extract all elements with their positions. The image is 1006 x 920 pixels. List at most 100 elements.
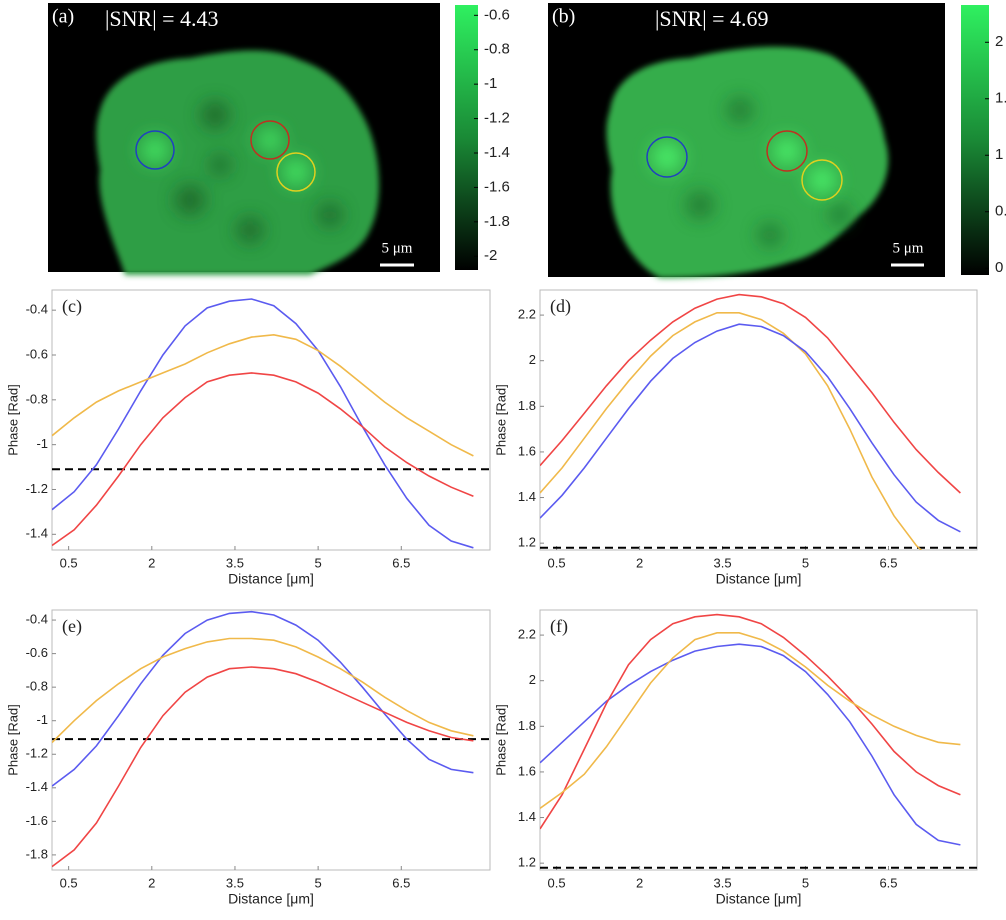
y-tick-label: -1.8 <box>26 846 48 861</box>
y-tick-label: -0.4 <box>26 302 48 317</box>
x-tick-label: 6.5 <box>392 875 410 890</box>
series-line <box>540 312 923 550</box>
x-tick-label: 0.5 <box>548 875 566 890</box>
y-tick-label: 1.6 <box>518 763 536 778</box>
x-tick-label: 2 <box>636 555 643 570</box>
y-tick-label: -1 <box>36 436 48 451</box>
y-tick-label: 2.2 <box>518 627 536 642</box>
y-tick-label: 2.2 <box>518 307 536 322</box>
x-tick-label: 3.5 <box>714 555 732 570</box>
y-axis-label: Phase [Rad] <box>5 384 20 456</box>
x-tick-label: 2 <box>148 555 155 570</box>
x-tick-label: 0.5 <box>60 555 78 570</box>
plot-lines <box>540 613 977 869</box>
x-tick-label: 5 <box>315 875 322 890</box>
x-tick-label: 0.5 <box>60 875 78 890</box>
x-tick-label: 5 <box>802 875 809 890</box>
y-tick-label: 1.4 <box>518 809 536 824</box>
plot-lines <box>52 298 490 549</box>
series-line <box>540 293 961 494</box>
y-tick-label: -1.4 <box>26 779 48 794</box>
x-tick-label: 3.5 <box>226 555 244 570</box>
panel-label: (c) <box>62 296 82 317</box>
series-line <box>540 632 961 810</box>
series-line <box>540 323 961 533</box>
y-tick-label: 1.8 <box>518 398 536 413</box>
x-axis-label: Distance [μm] <box>716 571 802 587</box>
plot-lines <box>52 610 490 868</box>
y-tick-label: 2 <box>529 672 536 687</box>
x-axis-label: Distance [μm] <box>228 571 314 587</box>
colorbar-tick-label: 2 <box>995 33 1003 50</box>
scalebar-label: 5 μm <box>382 240 413 256</box>
snr-title: |SNR| = 4.43 <box>105 6 219 31</box>
plot-lines <box>540 293 977 550</box>
y-tick-label: 1.2 <box>518 535 536 550</box>
colorbar-tick-label: -1.2 <box>484 110 510 127</box>
x-tick-label: 0.5 <box>548 555 566 570</box>
y-tick-label: -0.4 <box>26 612 48 627</box>
colorbar-tick-label: 1.5 <box>995 90 1006 107</box>
colorbar-tick-label: -1.8 <box>484 213 510 230</box>
y-axis-label: Phase [Rad] <box>493 704 508 776</box>
x-tick-label: 3.5 <box>226 875 244 890</box>
y-tick-label: -0.8 <box>26 391 48 406</box>
snr-title: |SNR| = 4.69 <box>655 6 769 31</box>
x-tick-label: 6.5 <box>879 875 897 890</box>
panel-label: (a) <box>52 6 74 28</box>
x-tick-label: 2 <box>148 875 155 890</box>
x-tick-label: 5 <box>315 555 322 570</box>
y-tick-label: 1.8 <box>518 718 536 733</box>
x-tick-label: 5 <box>802 555 809 570</box>
image-b <box>548 3 945 278</box>
series-line <box>52 610 474 787</box>
series-line <box>52 666 474 868</box>
panel-label: (f) <box>550 616 568 637</box>
series-line <box>52 372 474 547</box>
y-tick-label: -1.2 <box>26 481 48 496</box>
y-axis-label: Phase [Rad] <box>5 704 20 776</box>
image-a <box>48 3 440 276</box>
colorbar-tick-label: -2 <box>484 247 497 264</box>
x-tick-label: 2 <box>636 875 643 890</box>
plot-area <box>539 609 978 871</box>
colorbar-tick-label: -1 <box>484 75 497 92</box>
colorbar <box>961 5 989 275</box>
x-tick-label: 6.5 <box>879 555 897 570</box>
colorbar-tick-label: 0 <box>995 259 1003 276</box>
y-tick-label: 1.6 <box>518 443 536 458</box>
y-tick-label: 1.2 <box>518 855 536 870</box>
y-tick-label: 1.4 <box>518 489 536 504</box>
colorbar-tick-label: -1.4 <box>484 144 510 161</box>
series-line <box>52 298 474 549</box>
y-tick-label: -1 <box>36 712 48 727</box>
x-tick-label: 6.5 <box>392 555 410 570</box>
colorbar-tick-label: -1.6 <box>484 178 510 195</box>
plot-area <box>539 289 978 551</box>
series-line <box>52 333 474 457</box>
scalebar-label: 5 μm <box>893 240 924 256</box>
series-line <box>52 637 474 744</box>
y-tick-label: 2 <box>529 352 536 367</box>
panel-label: (d) <box>550 296 571 317</box>
y-tick-label: -1.6 <box>26 813 48 828</box>
panel-label: (b) <box>552 6 575 28</box>
x-axis-label: Distance [μm] <box>228 891 314 907</box>
panel-label: (e) <box>62 616 82 637</box>
colorbar-tick-label: 0.5 <box>995 203 1006 220</box>
y-tick-label: -1.4 <box>26 526 48 541</box>
x-tick-label: 3.5 <box>714 875 732 890</box>
colorbar <box>455 5 478 270</box>
series-line <box>540 613 961 830</box>
y-tick-label: -0.6 <box>26 645 48 660</box>
colorbar-tick-label: -0.6 <box>484 6 510 23</box>
colorbar-tick-label: -0.8 <box>484 41 510 58</box>
plot-area <box>51 289 491 551</box>
colorbar-tick-label: 1 <box>995 146 1003 163</box>
y-tick-label: -0.8 <box>26 679 48 694</box>
y-tick-label: -0.6 <box>26 346 48 361</box>
y-axis-label: Phase [Rad] <box>493 384 508 456</box>
x-axis-label: Distance [μm] <box>716 891 802 907</box>
y-tick-label: -1.2 <box>26 746 48 761</box>
